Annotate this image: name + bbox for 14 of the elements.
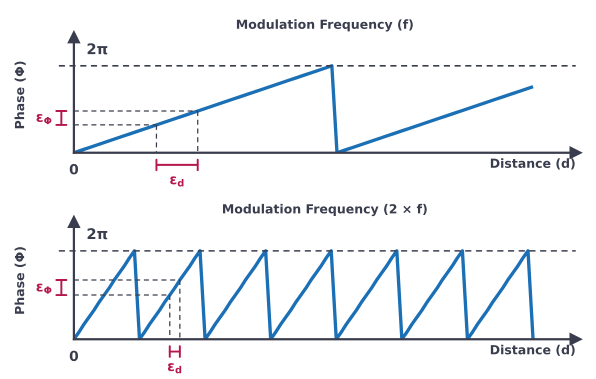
y-axis-title: Phase (Φ) (14, 247, 26, 314)
x-axis-title: Distance (d) (490, 158, 575, 170)
y-axis-title: Phase (Φ) (14, 62, 26, 128)
chart-title: Modulation Frequency (2 × f) (222, 204, 427, 216)
x-axis-title: Distance (d) (490, 344, 575, 356)
text: 0 (70, 350, 78, 362)
text: 0 (70, 164, 78, 174)
text: ε$_{d}$ (168, 363, 182, 374)
text: ε$_{d}$ (170, 176, 184, 187)
text: ε$_{Φ}$ (36, 284, 52, 294)
chart-title: Modulation Frequency (f) (236, 19, 413, 32)
text: ε$_{Φ}$ (36, 114, 52, 124)
legend-label: 2π (88, 228, 108, 240)
legend-label: 2π (88, 43, 108, 54)
